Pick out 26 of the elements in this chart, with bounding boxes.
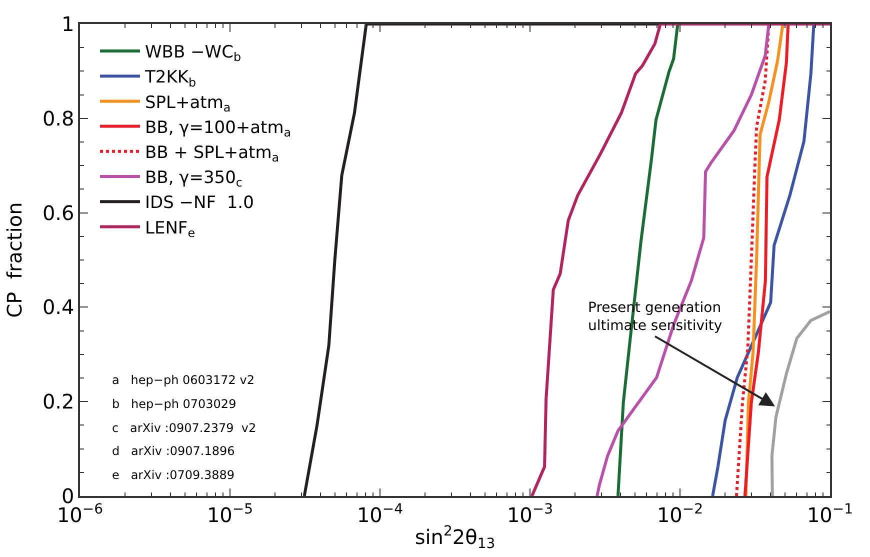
x-tick-label: 10$^{−3}$ xyxy=(506,501,554,527)
y-tick-label: 1 xyxy=(62,12,74,36)
annotation: d arXiv :0907.1896 xyxy=(112,444,235,458)
legend-label: T2KK$_{b}$ xyxy=(144,68,196,90)
legend-label: BB + SPL+atm$_{a}$ xyxy=(145,143,280,165)
legend-label: SPL+atm$_{a}$ xyxy=(145,92,231,114)
x-tick-label: 10$^{−5}$ xyxy=(206,501,254,527)
y-tick-label: 0.8 xyxy=(42,106,74,130)
annotation: c arXiv :0907.2379 v2 xyxy=(112,421,256,435)
legend-label: IDS −NF 1.0 xyxy=(145,193,254,214)
legend-label: WBB −WC$_{b}$ xyxy=(145,42,242,64)
legend-label: LENF$_{e}$ xyxy=(145,218,196,240)
y-axis-title: CP fraction xyxy=(2,202,26,318)
y-tick-label: 0 xyxy=(62,484,74,508)
x-tick-label: 10$^{−2}$ xyxy=(656,501,704,527)
x-tick-label: 10$^{−4}$ xyxy=(356,501,404,527)
y-tick-label: 0.2 xyxy=(42,390,74,414)
legend-label: BB, γ=350$_{c}$ xyxy=(145,168,242,190)
annotation: b hep−ph 0703029 xyxy=(112,397,236,411)
annotation: e arXiv :0709.3889 xyxy=(112,468,235,482)
annotation: a hep−ph 0603172 v2 xyxy=(112,373,254,387)
y-tick-label: 0.6 xyxy=(42,200,74,225)
x-tick-label: 10$^{−1}$ xyxy=(806,501,854,527)
y-tick-label: 0.4 xyxy=(42,295,74,320)
legend-label: BB, γ=100+atm$_{a}$ xyxy=(145,118,292,140)
x-axis-title: sin$^{2}$2θ$_{13}$ xyxy=(414,523,496,552)
